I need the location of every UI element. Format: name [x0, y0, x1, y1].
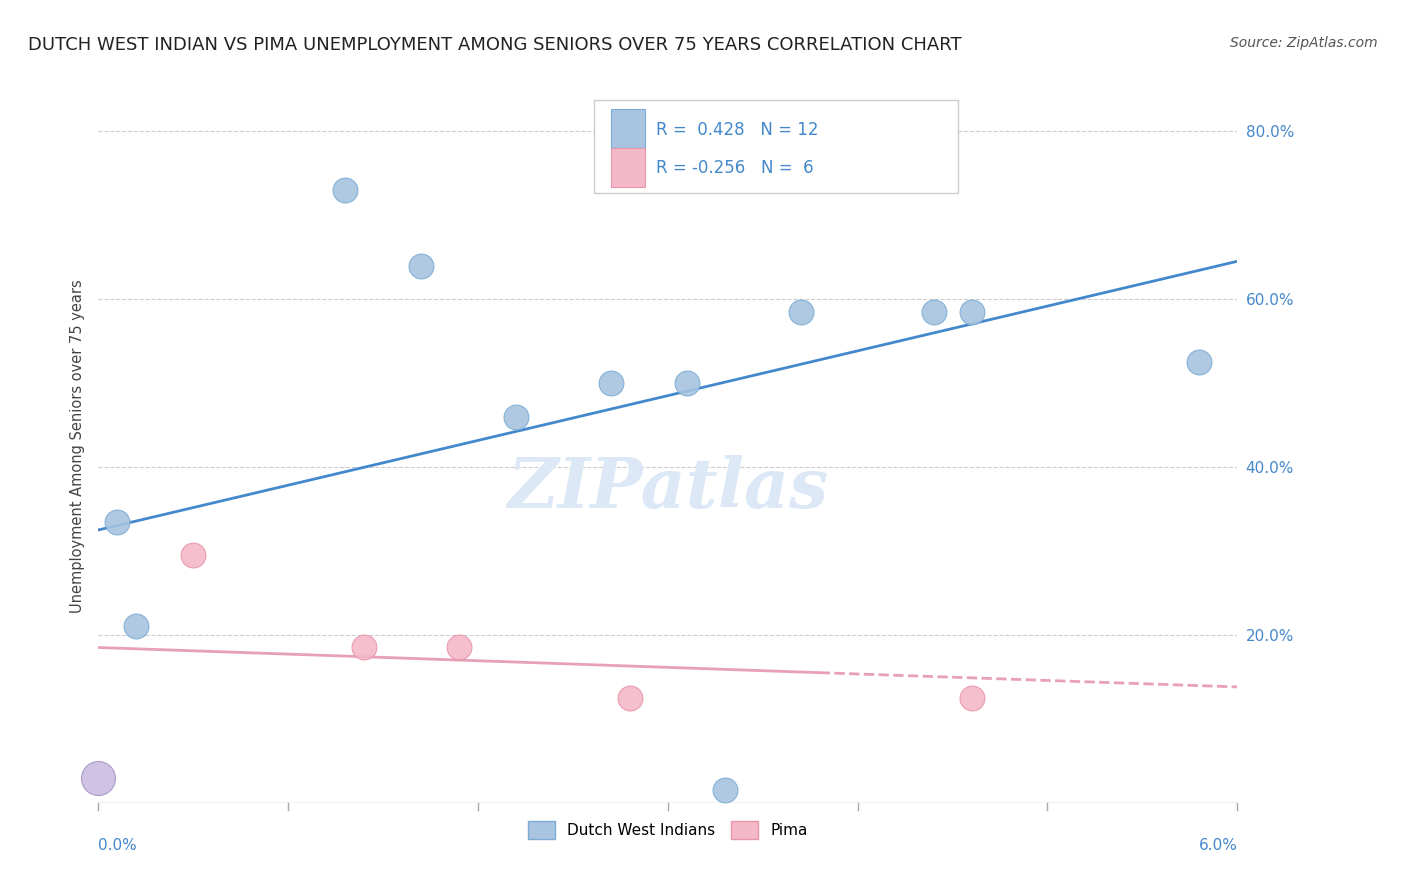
Point	[107, 515, 129, 529]
Point	[125, 619, 148, 633]
Legend: Dutch West Indians, Pima: Dutch West Indians, Pima	[522, 815, 814, 845]
Point	[960, 304, 983, 318]
Point	[922, 304, 945, 318]
Point	[335, 183, 357, 197]
Text: 0.0%: 0.0%	[98, 838, 138, 854]
Text: Source: ZipAtlas.com: Source: ZipAtlas.com	[1230, 36, 1378, 50]
Text: R = -0.256   N =  6: R = -0.256 N = 6	[657, 160, 814, 178]
Point	[714, 783, 737, 797]
Point	[960, 690, 983, 705]
Text: 6.0%: 6.0%	[1198, 838, 1237, 854]
Point	[619, 690, 641, 705]
Bar	[612, 148, 645, 187]
Point	[790, 304, 813, 318]
Point	[1188, 355, 1211, 369]
Text: DUTCH WEST INDIAN VS PIMA UNEMPLOYMENT AMONG SENIORS OVER 75 YEARS CORRELATION C: DUTCH WEST INDIAN VS PIMA UNEMPLOYMENT A…	[28, 36, 962, 54]
Point	[353, 640, 375, 655]
Point	[600, 376, 623, 390]
Y-axis label: Unemployment Among Seniors over 75 years: Unemployment Among Seniors over 75 years	[69, 279, 84, 613]
Point	[449, 640, 471, 655]
FancyBboxPatch shape	[593, 100, 959, 193]
Text: R =  0.428   N = 12: R = 0.428 N = 12	[657, 121, 818, 139]
Bar	[612, 109, 645, 148]
Text: ZIPatlas: ZIPatlas	[508, 455, 828, 523]
Point	[183, 548, 205, 562]
Point	[87, 771, 110, 785]
Point	[505, 409, 527, 424]
Point	[676, 376, 699, 390]
Point	[411, 259, 433, 273]
